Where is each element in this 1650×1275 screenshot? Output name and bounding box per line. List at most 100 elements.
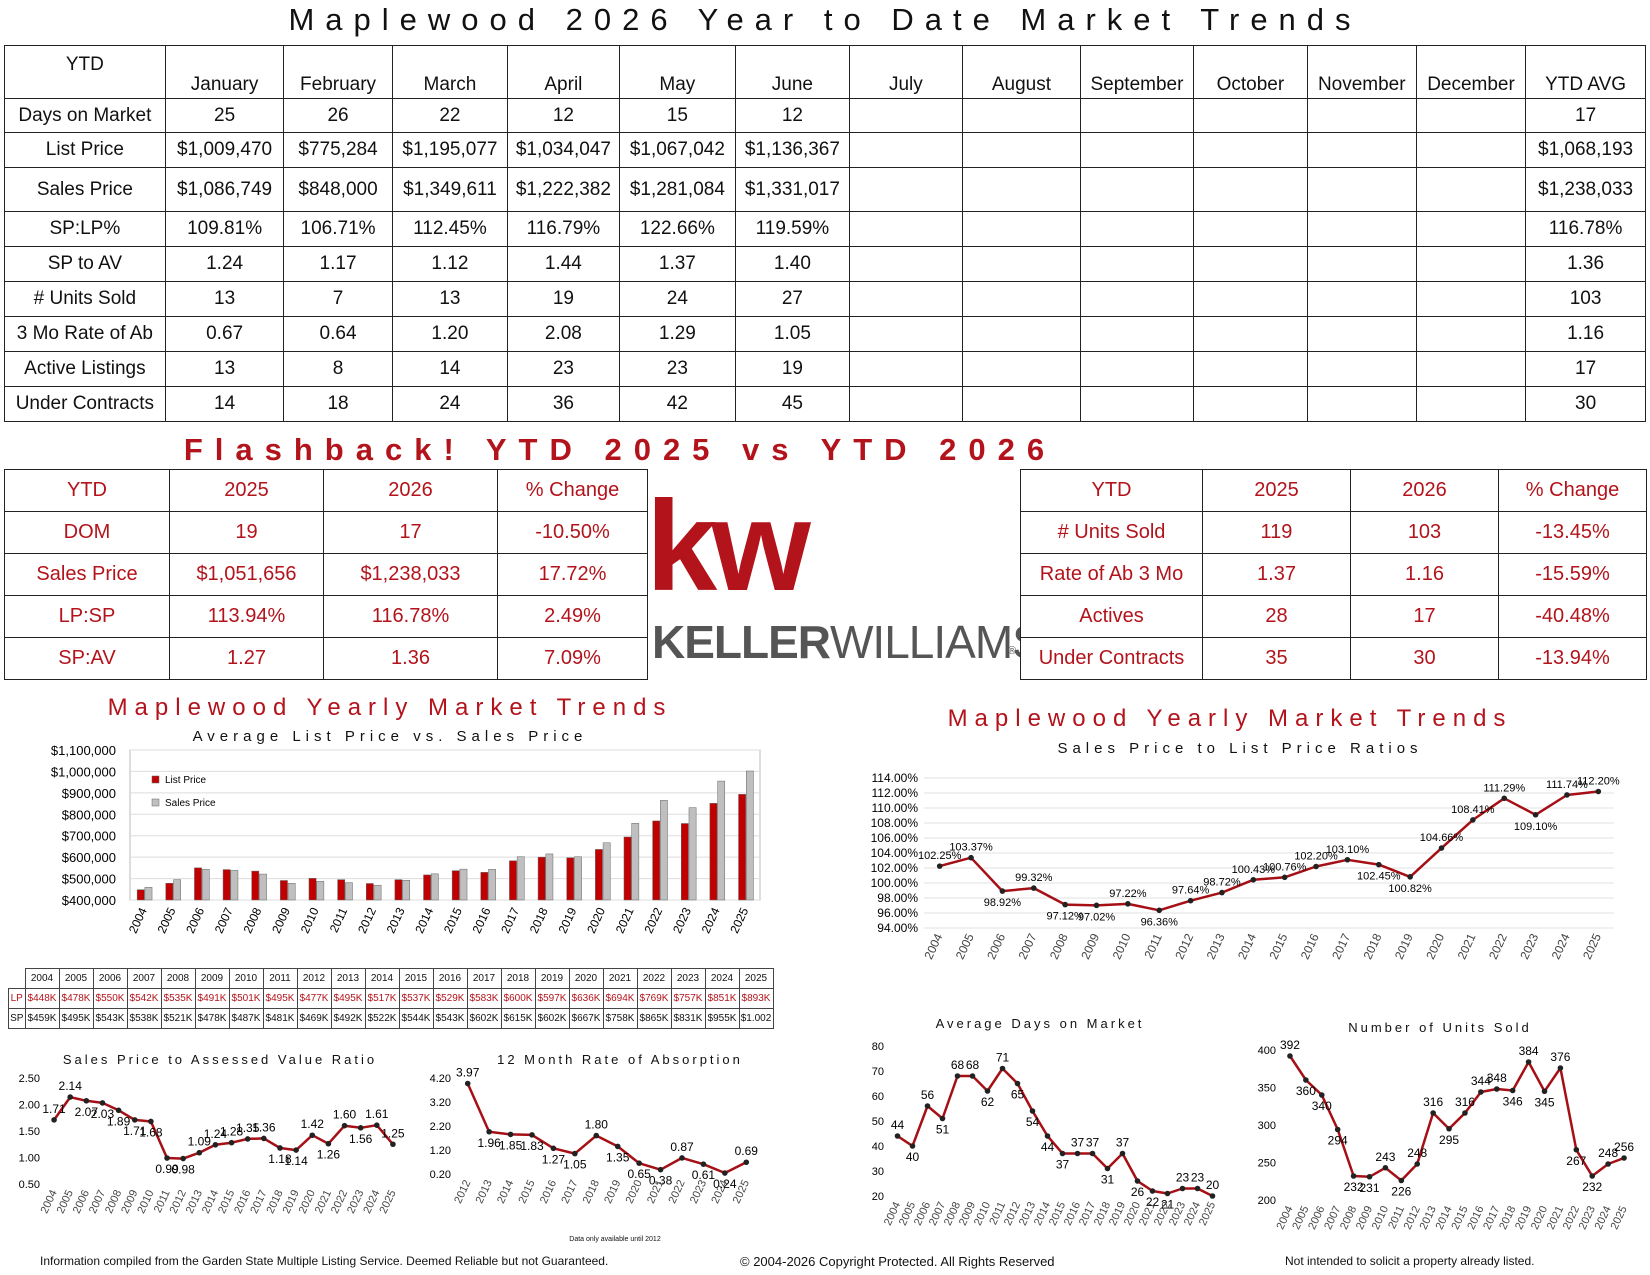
lpsp-corner — [9, 969, 26, 989]
month-header: July — [848, 45, 964, 99]
y-tick-label: 40 — [872, 1141, 884, 1153]
lpsp-sp-cell: $758K — [602, 1008, 638, 1029]
data-label: 3.97 — [456, 1066, 480, 1080]
lpsp-lp-cell: $501K — [228, 988, 264, 1009]
y-tick-label: $700,000 — [62, 829, 116, 844]
lpsp-year: 2017 — [466, 968, 502, 989]
data-label: 22 — [1146, 1195, 1160, 1209]
ytd-cell: 23 — [618, 351, 737, 387]
cmp-cell: LP:SP — [4, 595, 170, 638]
lpsp-row-label: LP — [8, 988, 26, 1009]
lpsp-year: 2010 — [228, 968, 264, 989]
data-point — [83, 1097, 90, 1104]
cmp-row: SP:AV 1.27 1.36 7.09% — [4, 637, 648, 680]
y-tick-label: 60 — [872, 1091, 884, 1103]
data-label: 1.89 — [107, 1114, 131, 1128]
lpsp-year: 2025 — [738, 968, 774, 989]
lpsp-sp-cell: $487K — [228, 1008, 264, 1029]
ytd-cell: 36 — [507, 386, 620, 422]
cmp-cell: $1,051,656 — [169, 553, 324, 596]
x-tick-label: 2020 — [584, 905, 608, 935]
data-point — [180, 1155, 186, 1162]
bar — [574, 856, 582, 901]
ytd-avg-cell: $1,068,193 — [1525, 132, 1646, 168]
ytd-cell — [848, 316, 964, 352]
data-label: 1.25 — [381, 1126, 405, 1140]
ytd-row: Sales Price $1,086,749 $848,000 $1,349,611 $… — [4, 167, 1646, 212]
lp-sp-table: 2004 2005 2006 2007 2008 2009 2010 2011 2012 2013… — [8, 968, 774, 1029]
bar — [746, 770, 754, 901]
data-point — [1029, 1108, 1036, 1114]
ytd-row: 3 Mo Rate of Ab 0.67 0.64 1.20 2.08 1.29 1.05 1… — [4, 316, 1646, 352]
bar — [566, 857, 575, 901]
data-label: 68 — [966, 1058, 980, 1072]
ytd-avg-cell: 17 — [1525, 351, 1646, 387]
data-point — [1093, 902, 1100, 909]
x-tick-label: 2007 — [1016, 931, 1040, 961]
ytd-cell: 1.24 — [164, 246, 285, 282]
ytd-cell — [1415, 132, 1527, 168]
data-point — [1414, 1161, 1421, 1167]
ytd-avg-cell: $1,238,033 — [1525, 167, 1646, 212]
ytd-cell — [1193, 281, 1308, 317]
keller-williams-logo: kw KELLERWILLIAMS ® — [650, 490, 1020, 668]
data-label: 1.56 — [349, 1132, 373, 1146]
cmp-cell: 1.27 — [169, 637, 324, 680]
cmp-cell: 19 — [169, 511, 324, 554]
y-tick-label: 400 — [1258, 1045, 1276, 1057]
ytd-cell — [962, 246, 1081, 282]
y-tick-label: $1,100,000 — [51, 743, 116, 758]
data-point — [657, 1166, 664, 1173]
data-point — [325, 1140, 332, 1147]
data-label: 0.38 — [649, 1174, 673, 1188]
bar — [287, 883, 296, 901]
x-tick-label: 2007 — [212, 905, 236, 935]
ytd-cell — [1193, 386, 1308, 422]
data-label: 384 — [1519, 1044, 1539, 1058]
data-label: 20 — [1206, 1178, 1220, 1192]
legend-label: Sales Price — [165, 798, 216, 809]
data-point — [679, 1155, 685, 1161]
data-label: 65 — [1011, 1088, 1025, 1102]
cmp-row: Rate of Ab 3 Mo 1.37 1.16 -15.59% — [1020, 553, 1647, 596]
y-tick-label: 108.00% — [871, 816, 919, 830]
data-label: 248 — [1598, 1146, 1618, 1160]
y-tick-label: 104.00% — [871, 846, 919, 860]
x-tick-label: 2004 — [126, 905, 150, 935]
ytd-cell — [1415, 316, 1527, 352]
data-point — [636, 1160, 642, 1166]
ytd-cell — [1079, 132, 1195, 168]
lpsp-sp-cell: $478K — [194, 1008, 230, 1029]
data-label: 44 — [891, 1118, 905, 1132]
data-label: 40 — [906, 1150, 920, 1164]
data-label: 0.69 — [735, 1144, 759, 1158]
lpsp-lp-cell: $893K — [738, 988, 774, 1009]
x-tick-label: 2014 — [412, 905, 436, 935]
price-bar-chart: $400,000 $500,000 $600,000 $700,000 $800,000… — [51, 743, 761, 935]
month-header: September — [1079, 45, 1195, 99]
bar — [688, 807, 697, 901]
data-point — [1194, 1185, 1201, 1192]
ytd-cell: 106.71% — [283, 211, 393, 247]
data-point — [1074, 1150, 1081, 1157]
bar — [337, 879, 346, 901]
x-tick-label: 2021 — [613, 905, 637, 935]
ytd-cell: 112.45% — [391, 211, 509, 247]
data-point — [999, 1065, 1006, 1072]
data-point — [1532, 811, 1539, 818]
data-point — [1589, 1173, 1596, 1179]
data-label: 100.82% — [1388, 883, 1432, 895]
flashback-left-table: YTD 2025 2026% Change DOM 19 17 -10.50% Sales P… — [4, 469, 648, 680]
lpsp-lp-cell: $517K — [364, 988, 400, 1009]
y-tick-label: 30 — [872, 1166, 884, 1178]
data-point — [131, 1117, 138, 1123]
ytd-cell: 12 — [735, 98, 850, 133]
ytd-cell — [848, 281, 964, 317]
cmp-cell: Actives — [1020, 595, 1203, 638]
bar — [165, 883, 174, 901]
ytd-row: Under Contracts 14 18 24 36 42 45 30 — [4, 386, 1646, 422]
lpsp-lp-cell: $597K — [534, 988, 570, 1009]
ytd-cell: 2.08 — [507, 316, 620, 352]
data-point — [1059, 1150, 1066, 1157]
cmp-cell: # Units Sold — [1020, 511, 1203, 554]
